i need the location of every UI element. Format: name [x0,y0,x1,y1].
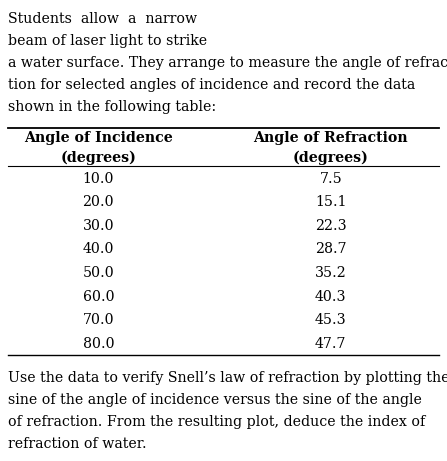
Text: tion for selected angles of incidence and record the data: tion for selected angles of incidence an… [8,78,415,92]
Text: 35.2: 35.2 [315,266,347,280]
Text: 30.0: 30.0 [83,219,114,233]
Text: 47.7: 47.7 [315,337,346,350]
Text: Use the data to verify Snell’s law of refraction by plotting the: Use the data to verify Snell’s law of re… [8,371,447,384]
Text: 15.1: 15.1 [315,195,346,209]
Text: 60.0: 60.0 [83,290,114,303]
Text: 22.3: 22.3 [315,219,346,233]
Text: 7.5: 7.5 [320,172,342,186]
Text: Angle of Refraction: Angle of Refraction [253,131,408,145]
Text: (degrees): (degrees) [60,151,136,165]
Text: Angle of Incidence: Angle of Incidence [24,131,173,145]
Text: Students  allow  a  narrow: Students allow a narrow [8,12,197,25]
Text: sine of the angle of incidence versus the sine of the angle: sine of the angle of incidence versus th… [8,393,422,407]
Text: 20.0: 20.0 [83,195,114,209]
Text: 40.3: 40.3 [315,290,346,303]
Text: 80.0: 80.0 [83,337,114,350]
Text: shown in the following table:: shown in the following table: [8,100,216,114]
Text: 50.0: 50.0 [82,266,114,280]
Text: refraction of water.: refraction of water. [8,437,147,451]
Text: of refraction. From the resulting plot, deduce the index of: of refraction. From the resulting plot, … [8,415,425,429]
Text: beam of laser light to strike: beam of laser light to strike [8,34,207,47]
Text: 45.3: 45.3 [315,313,346,327]
Text: 40.0: 40.0 [83,242,114,256]
Text: a water surface. They arrange to measure the angle of refrac-: a water surface. They arrange to measure… [8,56,447,70]
Text: 10.0: 10.0 [83,172,114,186]
Text: 70.0: 70.0 [83,313,114,327]
Text: 28.7: 28.7 [315,242,346,256]
Text: (degrees): (degrees) [293,151,369,165]
